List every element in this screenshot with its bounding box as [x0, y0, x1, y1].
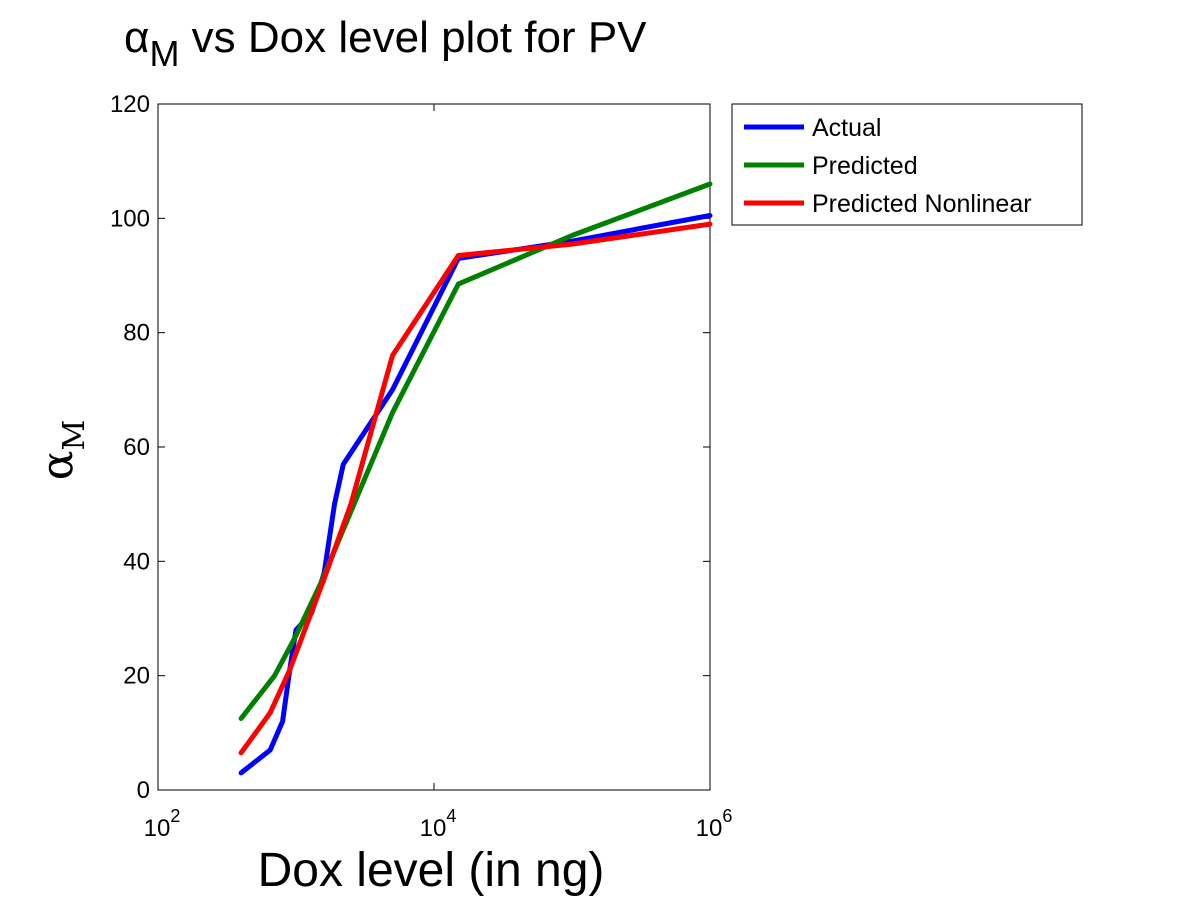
title-rest: vs Dox level plot for PV [179, 13, 647, 62]
title-subscript: M [149, 33, 179, 74]
y-axis-symbol: α [32, 451, 83, 481]
y-tick-label: 40 [123, 548, 150, 575]
x-tick-label: 106 [696, 806, 733, 842]
y-axis-title: αM [32, 420, 92, 480]
title-symbol: α [124, 13, 149, 62]
y-axis-subscript: M [57, 420, 92, 451]
y-tick-label: 0 [137, 777, 150, 804]
y-tick-label: 20 [123, 663, 150, 690]
plot-area [157, 103, 711, 791]
y-tick-label: 120 [110, 91, 150, 118]
legend-label: Predicted Nonlinear [812, 190, 1032, 218]
series-line-predicted-nonlinear [238, 221, 713, 756]
x-tick-label: 104 [420, 806, 457, 842]
axis-ticks: 0 20 40 60 80 100 120 102 104 106 [110, 91, 732, 842]
legend-label: Actual [812, 114, 881, 142]
series-group [238, 181, 713, 776]
legend-label: Predicted [812, 152, 918, 180]
x-tick-label: 102 [144, 806, 181, 842]
legend: Actual Predicted Predicted Nonlinear [731, 103, 1083, 226]
y-tick-label: 80 [123, 320, 150, 347]
y-tick-label: 60 [123, 434, 150, 461]
y-tick-label: 100 [110, 205, 150, 232]
chart-title: αM vs Dox level plot for PV [124, 13, 647, 74]
x-axis-title: Dox level (in ng) [258, 844, 605, 897]
